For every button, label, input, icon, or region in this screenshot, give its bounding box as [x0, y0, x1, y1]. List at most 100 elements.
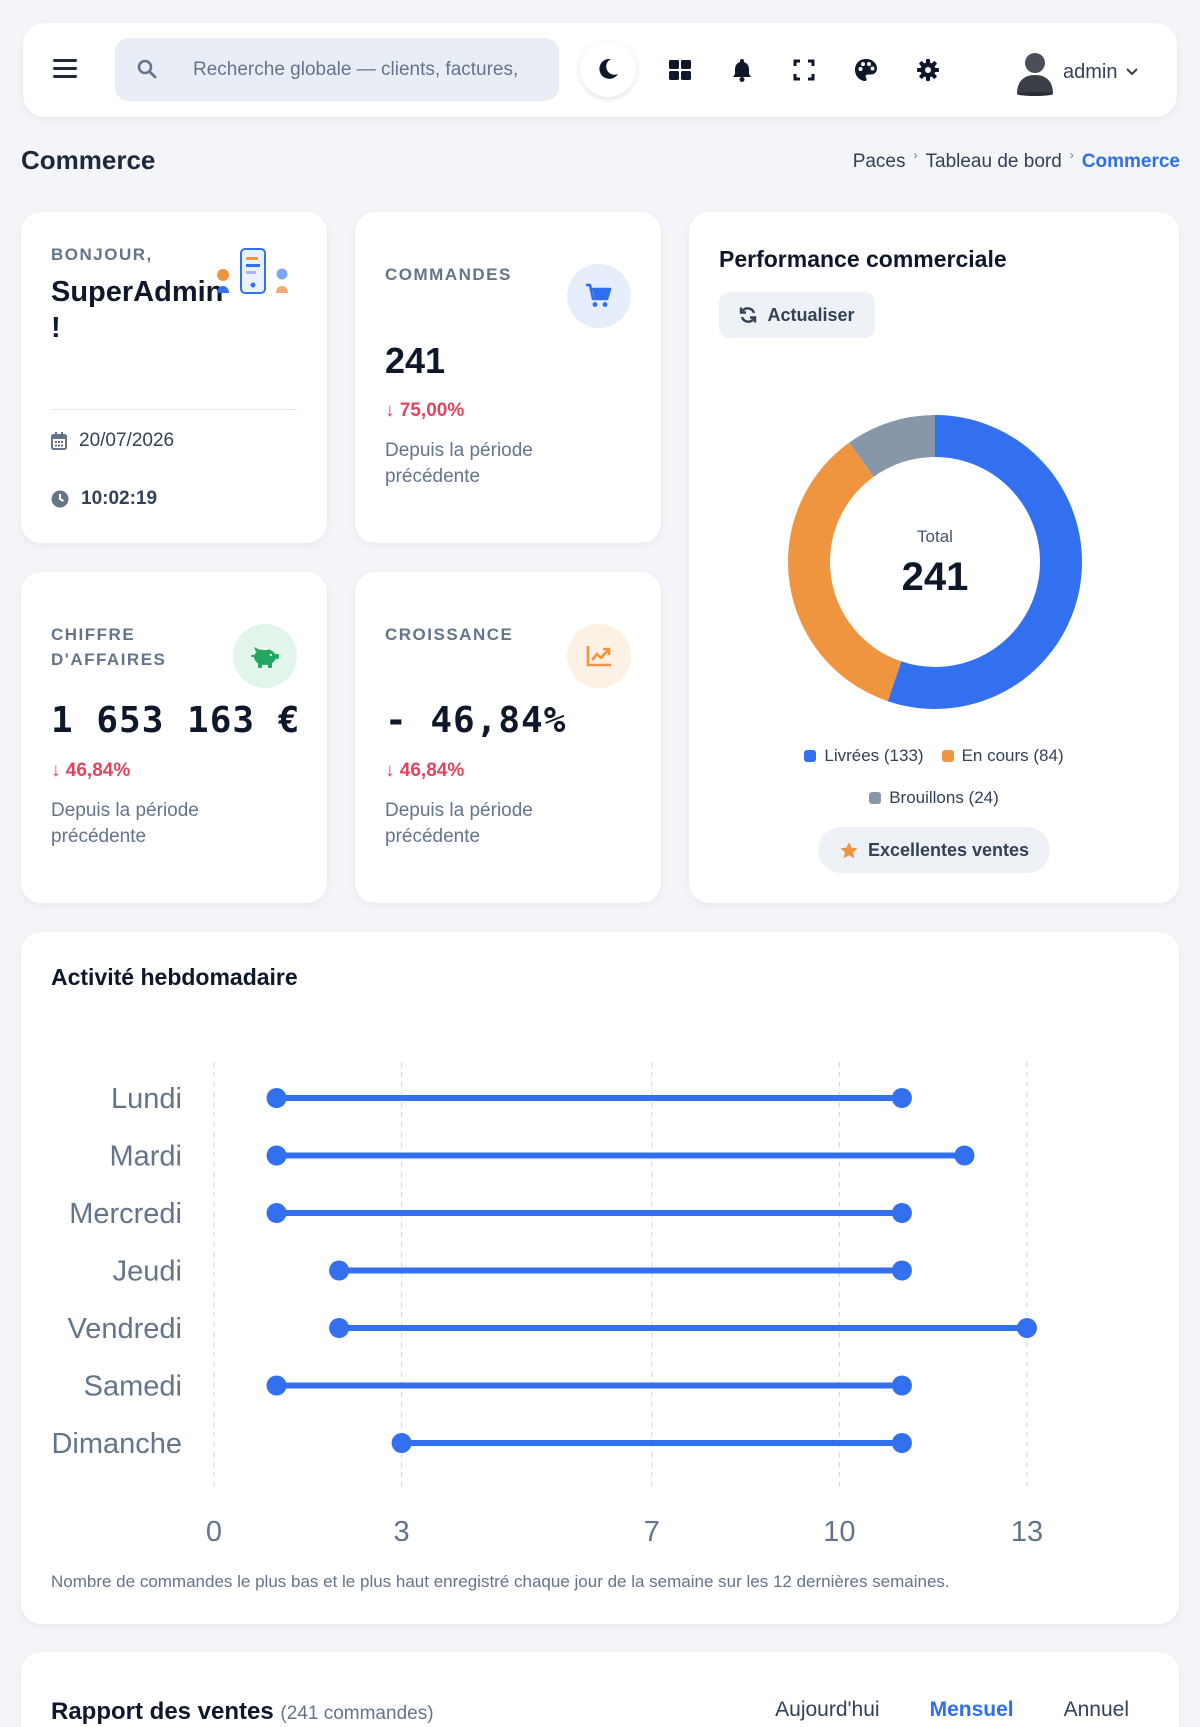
star-icon [840, 841, 858, 858]
time-row: 10:02:19 [51, 488, 157, 510]
max-point[interactable] [891, 1433, 912, 1453]
orders-delta: ↓ 75,00% [385, 400, 465, 421]
revenue-delta-value: 46,84% [65, 760, 131, 781]
orders-icon-badge [567, 264, 631, 328]
max-point[interactable] [891, 1375, 912, 1396]
donut-legend-row-1: Livrées (133) En cours (84) [689, 746, 1179, 766]
welcome-card: BONJOUR, SuperAdmin ! 20/07/2026 10:02:1… [21, 212, 327, 543]
orders-card: COMMANDES 241 ↓ 75,00% Depuis la période… [355, 212, 661, 543]
global-search [115, 38, 559, 101]
tab-yearly[interactable]: Annuel [1063, 1698, 1129, 1721]
orders-value: 241 [385, 340, 446, 381]
breadcrumb-paces[interactable]: Paces [852, 151, 906, 172]
max-point[interactable] [1017, 1318, 1037, 1338]
max-point[interactable] [891, 1203, 912, 1223]
donut-total-value: 241 [902, 555, 969, 599]
moon-icon [599, 58, 618, 79]
tab-today[interactable]: Aujourd'hui [775, 1698, 880, 1721]
search-input[interactable] [193, 56, 523, 84]
x-tick-label: 10 [823, 1516, 855, 1548]
performance-title: Performance commerciale [719, 246, 1007, 272]
apps-grid-icon[interactable] [667, 57, 693, 83]
report-title-text: Rapport des ventes [51, 1698, 274, 1725]
report-title: Rapport des ventes (241 commandes) [51, 1698, 434, 1726]
growth-card: CROISSANCE - 46,84% ↓ 46,84% Depuis la p… [355, 572, 661, 903]
weekly-activity-chart: 0 3 7 10 13 Lundi Mardi Mercredi Jeudi Vendredi Sa… [51, 1062, 1043, 1548]
top-bar: admin [23, 23, 1177, 117]
min-point[interactable] [391, 1433, 412, 1453]
max-point[interactable] [891, 1260, 912, 1281]
user-name: admin [1063, 60, 1118, 83]
sales-report-card: Rapport des ventes (241 commandes) Aujou… [21, 1652, 1179, 1727]
y-category-label: Mercredi [69, 1198, 182, 1230]
growth-delta: ↓ 46,84% [385, 760, 465, 781]
current-date: 20/07/2026 [79, 430, 175, 451]
growth-value: - 46,84% [385, 700, 567, 741]
orders-desc: Depuis la période précédente [385, 440, 533, 487]
x-tick-label: 3 [394, 1516, 410, 1548]
growth-desc: Depuis la période précédente [385, 800, 533, 847]
min-point[interactable] [266, 1203, 287, 1223]
growth-icon-badge [567, 624, 631, 688]
team-illustration-icon [217, 248, 288, 294]
legend-swatch [869, 792, 882, 804]
greeting: BONJOUR, [51, 245, 153, 264]
y-category-label: Jeudi [113, 1256, 182, 1288]
legend-label-delivered: Livrées (133) [824, 746, 924, 765]
divider [51, 409, 297, 410]
donut-segment-1[interactable] [788, 415, 1082, 709]
revenue-label: CHIFFRE D'AFFAIRES [51, 625, 167, 669]
max-point[interactable] [954, 1145, 975, 1166]
breadcrumb-current: Commerce [1081, 151, 1180, 172]
activity-title: Activité hebdomadaire [51, 964, 298, 990]
max-point[interactable] [891, 1088, 912, 1108]
breadcrumb-separator: › [1069, 148, 1074, 162]
x-tick-label: 13 [1011, 1516, 1043, 1548]
y-category-label: Lundi [111, 1083, 182, 1115]
page-title: Commerce [21, 145, 156, 175]
donut-segment-2[interactable] [788, 415, 1082, 709]
growth-label: CROISSANCE [385, 625, 514, 644]
orders-label: COMMANDES [385, 265, 512, 284]
legend-swatch [941, 750, 954, 762]
legend-item-in-progress[interactable]: En cours (84) [941, 746, 1064, 766]
orders-delta-value: 75,00% [399, 400, 465, 421]
tab-monthly[interactable]: Mensuel [929, 1698, 1014, 1721]
revenue-card: CHIFFRE D'AFFAIRES 1 653 163 € ↓ 46,84% … [21, 572, 327, 903]
refresh-button[interactable]: Actualiser [719, 292, 875, 338]
settings-gear-icon[interactable] [915, 57, 941, 83]
revenue-icon-badge [233, 624, 297, 688]
breadcrumb-dashboard[interactable]: Tableau de bord [925, 151, 1062, 172]
legend-item-delivered[interactable]: Livrées (133) [804, 746, 924, 766]
user-greeting-name: SuperAdmin ! [51, 276, 224, 344]
legend-swatch [804, 750, 817, 762]
revenue-value: 1 653 163 € [51, 700, 301, 741]
fullscreen-icon[interactable] [791, 57, 817, 83]
shopping-cart-icon [586, 283, 612, 307]
min-point[interactable] [266, 1375, 287, 1396]
activity-note: Nombre de commandes le plus bas et le pl… [51, 1572, 950, 1591]
y-category-label: Vendredi [68, 1313, 183, 1345]
bell-icon[interactable] [729, 57, 755, 83]
min-point[interactable] [266, 1088, 287, 1108]
avatar [1017, 53, 1053, 96]
menu-icon[interactable] [53, 59, 77, 79]
report-count: (241 commandes) [280, 1703, 434, 1724]
min-point[interactable] [329, 1260, 350, 1281]
y-category-label: Mardi [109, 1141, 182, 1173]
trending-chart-icon [586, 646, 611, 667]
dark-mode-toggle[interactable] [580, 41, 636, 97]
weekly-activity-card: Activité hebdomadaire 0 3 7 10 13 Lundi Mardi M… [21, 932, 1179, 1624]
y-category-label: Samedi [84, 1371, 182, 1403]
report-tabs: Aujourd'hui Mensuel Annuel [775, 1698, 1129, 1722]
x-tick-label: 7 [644, 1516, 660, 1548]
orders-donut-chart: Total 241 [788, 415, 1082, 709]
user-menu[interactable]: admin [1013, 47, 1139, 97]
min-point[interactable] [329, 1318, 350, 1338]
legend-item-drafts[interactable]: Brouillons (24) [869, 788, 999, 808]
current-time: 10:02:19 [81, 488, 158, 509]
y-category-label: Dimanche [51, 1428, 182, 1460]
min-point[interactable] [266, 1145, 287, 1166]
palette-icon[interactable] [853, 57, 879, 83]
growth-delta-value: 46,84% [399, 760, 465, 781]
